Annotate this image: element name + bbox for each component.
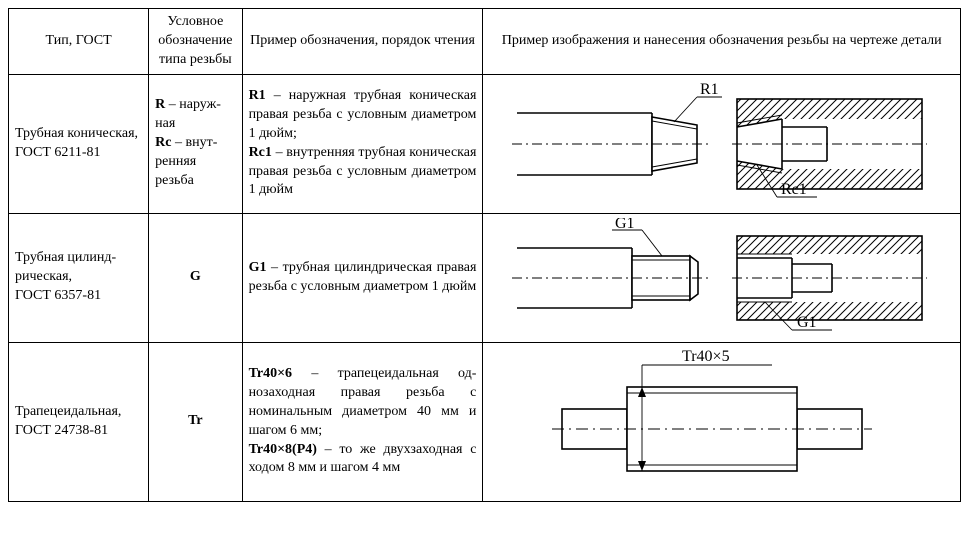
cell-drawing: Tr40×5 [483, 342, 961, 501]
hdr-example: Пример обозначения, порядок чтения [242, 9, 483, 75]
type-name: Трубная цилинд­рическая, [15, 250, 116, 284]
cell-designation: R – наруж­ная Rc – внут­ренняя резьба [149, 74, 242, 213]
desig-bold: R [155, 97, 165, 112]
ex-bold: Tr40×8(P4) [249, 442, 317, 457]
ex-bold: Rc1 [249, 145, 272, 160]
ex-bold: Tr40×6 [249, 366, 293, 381]
drawing-cylindrical: G1 [512, 218, 932, 338]
cell-example: R1 – наружная трубная кони­ческая правая… [242, 74, 483, 213]
ex-text: – трубная цилиндрическая правая резьба с… [249, 260, 477, 294]
cell-example: Tr40×6 – трапецеидальная од­нозаходная п… [242, 342, 483, 501]
table-row: Трапецеидальная, ГОСТ 24738-81 Tr Tr40×6… [9, 342, 961, 501]
label-g1-ext: G1 [615, 218, 635, 232]
ex-bold: R1 [249, 88, 266, 103]
hdr-designation: Условное обозначе­ние типа резьбы [149, 9, 242, 75]
desig-bold: Rc [155, 135, 171, 150]
drawing-trapezoidal: Tr40×5 [542, 347, 902, 497]
cell-designation: G [149, 213, 242, 342]
cell-type: Трапецеидальная, ГОСТ 24738-81 [9, 342, 149, 501]
table-row: Трубная кониче­ская, ГОСТ 6211-81 R – на… [9, 74, 961, 213]
cell-type: Трубная кониче­ская, ГОСТ 6211-81 [9, 74, 149, 213]
type-gost: ГОСТ 6357-81 [15, 288, 101, 303]
table-header-row: Тип, ГОСТ Условное обозначе­ние типа рез… [9, 9, 961, 75]
type-name: Трубная кониче­ская, [15, 126, 138, 141]
hdr-type: Тип, ГОСТ [9, 9, 149, 75]
type-gost: ГОСТ 24738-81 [15, 423, 108, 438]
cell-designation: Tr [149, 342, 242, 501]
thread-table: Тип, ГОСТ Условное обозначе­ние типа рез… [8, 8, 961, 502]
ex-text: – внутренняя трубная ко­ническая правая … [249, 145, 477, 198]
cell-type: Трубная цилинд­рическая, ГОСТ 6357-81 [9, 213, 149, 342]
label-rc1: Rс1 [781, 181, 807, 198]
hdr-image: Пример изображения и нанесения обозначен… [483, 9, 961, 75]
ex-bold: G1 [249, 260, 267, 275]
type-gost: ГОСТ 6211-81 [15, 145, 101, 160]
desig-text: – наруж­ная [155, 97, 221, 131]
label-g1-int: G1 [797, 314, 817, 331]
desig-bold: G [190, 269, 201, 284]
cell-drawing: G1 [483, 213, 961, 342]
cell-drawing: R1 [483, 74, 961, 213]
drawing-conical: R1 [512, 79, 932, 209]
ex-text: – наружная трубная кони­ческая правая ре… [249, 88, 477, 141]
cell-example: G1 – трубная цилиндрическая правая резьб… [242, 213, 483, 342]
desig-bold: Tr [188, 413, 203, 428]
label-r1: R1 [700, 81, 719, 98]
table-row: Трубная цилинд­рическая, ГОСТ 6357-81 G … [9, 213, 961, 342]
type-name: Трапецеидальная, [15, 404, 121, 419]
label-tr40x5: Tr40×5 [682, 348, 730, 365]
